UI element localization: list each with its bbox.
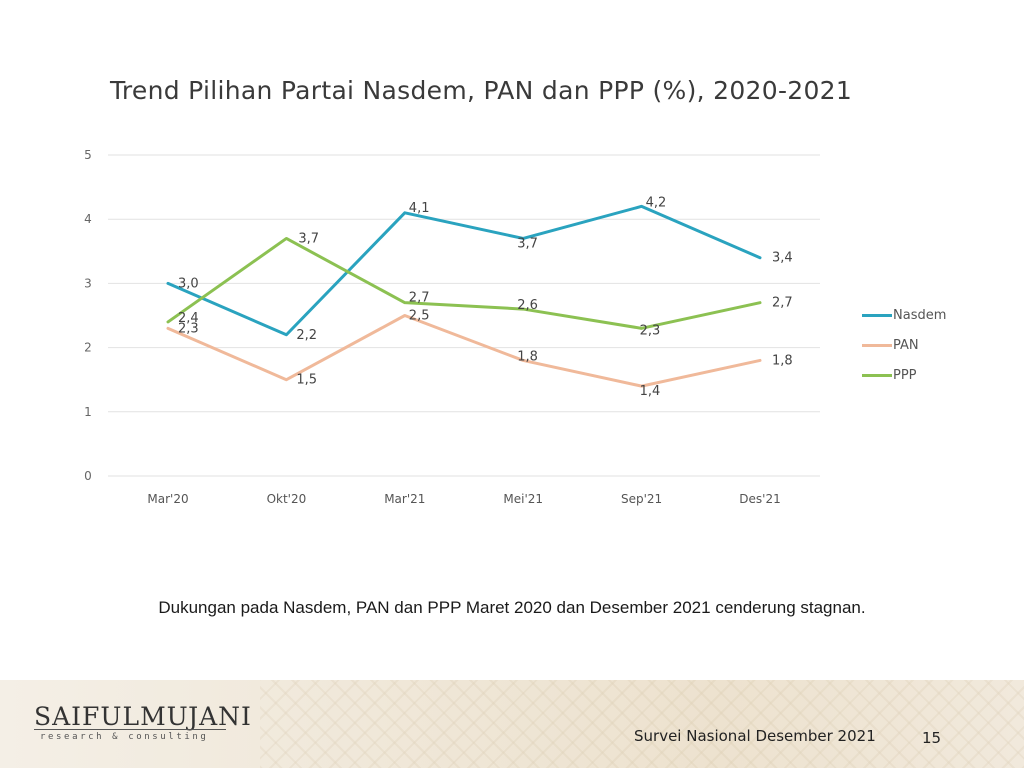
legend-item-pan: PAN bbox=[862, 338, 919, 358]
series-line-ppp bbox=[166, 236, 762, 330]
slide-caption: Dukungan pada Nasdem, PAN dan PPP Maret … bbox=[158, 598, 866, 617]
legend-swatch bbox=[862, 344, 892, 347]
y-tick-label: 5 bbox=[84, 148, 92, 162]
data-label-nasdem: 3,4 bbox=[772, 251, 793, 266]
x-tick-label: Okt'20 bbox=[267, 492, 307, 506]
data-label-nasdem: 4,2 bbox=[646, 195, 667, 210]
logo-divider bbox=[34, 729, 226, 730]
legend-label: PAN bbox=[893, 338, 919, 353]
data-label-pan: 1,8 bbox=[517, 349, 538, 364]
data-label-pan: 2,5 bbox=[409, 309, 430, 324]
legend-item-nasdem: Nasdem bbox=[862, 308, 946, 328]
data-label-nasdem: 3,0 bbox=[178, 276, 199, 291]
y-tick-label: 0 bbox=[84, 469, 92, 483]
data-label-pan: 2,3 bbox=[178, 321, 199, 336]
data-label-ppp: 2,4 bbox=[178, 311, 199, 326]
logo-tagline: research & consulting bbox=[40, 732, 209, 742]
data-label-ppp: 2,6 bbox=[517, 298, 538, 313]
data-label-nasdem: 3,7 bbox=[517, 236, 538, 251]
legend-swatch bbox=[862, 374, 892, 377]
data-label-pan: 1,5 bbox=[296, 373, 317, 388]
logo-wordmark: SAIFULMUJANI bbox=[34, 702, 252, 731]
footer-pattern bbox=[260, 680, 1024, 768]
data-label-nasdem: 4,1 bbox=[409, 201, 430, 216]
data-label-nasdem: 2,2 bbox=[296, 328, 317, 343]
y-tick-label: 4 bbox=[84, 212, 92, 226]
x-tick-label: Des'21 bbox=[739, 492, 780, 506]
legend-label: Nasdem bbox=[893, 308, 947, 323]
legend-item-ppp: PPP bbox=[862, 368, 917, 388]
x-tick-label: Sep'21 bbox=[621, 492, 662, 506]
series-line-nasdem bbox=[166, 204, 762, 337]
line-chart: 0 1 2 3 4 5 Mar'20 Okt'20 Mar'21 Mei'21 Sep'21 Des'… bbox=[84, 148, 820, 506]
x-tick-label: Mei'21 bbox=[503, 492, 543, 506]
data-label-ppp: 2,7 bbox=[409, 291, 430, 306]
y-tick-label: 3 bbox=[84, 276, 92, 290]
data-label-ppp: 3,7 bbox=[298, 231, 319, 246]
footer-band bbox=[0, 680, 1024, 768]
data-label-ppp: 2,3 bbox=[640, 323, 661, 338]
y-tick-label: 2 bbox=[84, 341, 92, 355]
data-label-ppp: 2,7 bbox=[772, 296, 793, 311]
series-line-pan bbox=[166, 314, 762, 388]
data-label-pan: 1,8 bbox=[772, 353, 793, 368]
x-tick-label: Mar'20 bbox=[147, 492, 188, 506]
footer-survey-label: Survei Nasional Desember 2021 bbox=[634, 727, 876, 745]
legend-label: PPP bbox=[893, 368, 917, 383]
page-number: 15 bbox=[922, 729, 942, 747]
y-tick-label: 1 bbox=[84, 405, 92, 419]
data-label-pan: 1,4 bbox=[640, 384, 661, 399]
x-tick-label: Mar'21 bbox=[384, 492, 425, 506]
chart-title: Trend Pilihan Partai Nasdem, PAN dan PPP… bbox=[110, 76, 853, 105]
legend-swatch bbox=[862, 314, 892, 317]
